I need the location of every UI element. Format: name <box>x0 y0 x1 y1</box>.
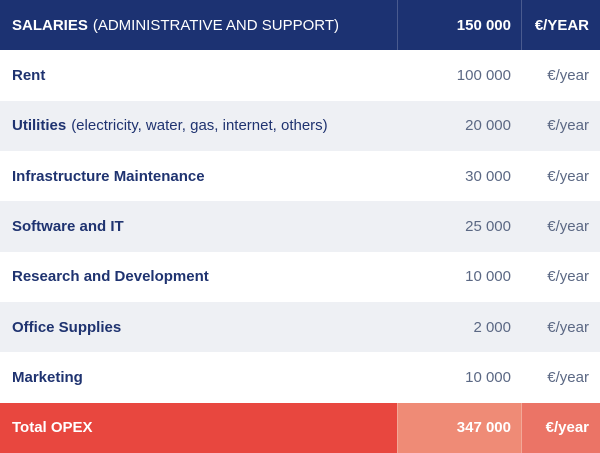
total-unit: €/year <box>521 402 600 453</box>
row-amount: 100 000 <box>397 50 521 101</box>
row-amount: 10 000 <box>397 352 521 403</box>
row-unit: €/year <box>521 150 600 202</box>
row-label: Rent <box>12 66 46 84</box>
row-label: Software and IT <box>12 217 124 235</box>
row-amount: 10 000 <box>397 251 521 302</box>
row-note: (electricity, water, gas, internet, othe… <box>71 117 328 135</box>
header-unit: €/YEAR <box>521 0 600 51</box>
header-amount: 150 000 <box>397 0 521 51</box>
row-amount: 25 000 <box>397 201 521 252</box>
row-amount: 30 000 <box>397 150 521 202</box>
row-label-cell: Marketing <box>0 352 397 403</box>
row-label-cell: Research and Development <box>0 251 397 302</box>
row-unit: €/year <box>521 201 600 252</box>
row-unit: €/year <box>521 301 600 353</box>
row-label: Office Supplies <box>12 318 122 336</box>
row-unit: €/year <box>521 50 600 101</box>
row-label: Research and Development <box>12 268 209 286</box>
total-amount: 347 000 <box>397 402 521 453</box>
row-label: Utilities <box>12 117 67 135</box>
row-unit: €/year <box>521 251 600 302</box>
row-label-cell: Office Supplies <box>0 301 397 353</box>
row-label-cell: Infrastructure Maintenance <box>0 150 397 202</box>
header-label: SALARIES <box>12 16 88 34</box>
row-label-cell: Software and IT <box>0 201 397 252</box>
row-amount: 20 000 <box>397 100 521 151</box>
total-label: Total OPEX <box>0 402 397 453</box>
header-note: (ADMINISTRATIVE AND SUPPORT) <box>92 16 339 34</box>
row-unit: €/year <box>521 100 600 151</box>
row-label: Marketing <box>12 368 83 386</box>
row-label: Infrastructure Maintenance <box>12 167 205 185</box>
row-label-cell: Utilities (electricity, water, gas, inter… <box>0 100 397 151</box>
row-label-cell: Rent <box>0 50 397 101</box>
row-unit: €/year <box>521 352 600 403</box>
row-amount: 2 000 <box>397 301 521 353</box>
header-label-cell: SALARIES (ADMINISTRATIVE AND SUPPORT) <box>0 0 397 51</box>
